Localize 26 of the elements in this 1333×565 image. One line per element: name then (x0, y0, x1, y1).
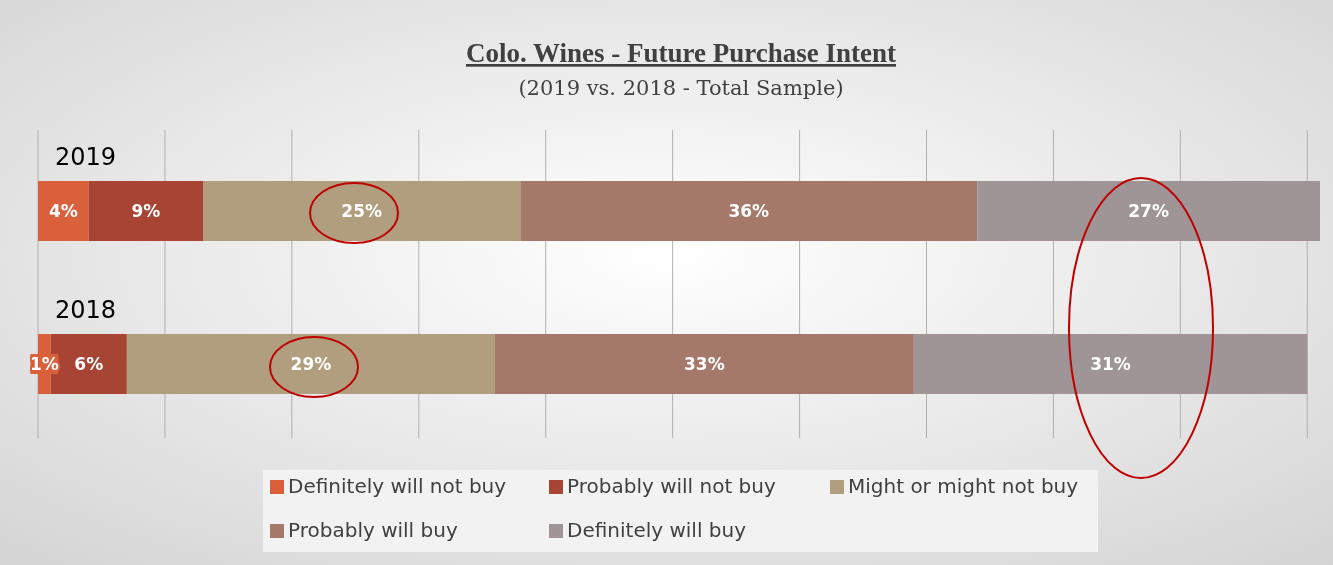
y-tick-label: 2018 (55, 296, 117, 324)
bar (126, 334, 495, 394)
legend-label: Definitely will buy (567, 518, 747, 542)
data-label: 27% (1128, 201, 1169, 221)
data-label: 9% (131, 201, 161, 221)
data-label: 25% (341, 201, 383, 221)
data-label: 36% (728, 201, 770, 221)
legend-label: Probably will buy (288, 518, 458, 542)
data-label: 33% (684, 354, 725, 374)
bar (494, 334, 914, 394)
bar (520, 181, 978, 241)
chart-title: Colo. Wines - Future Purchase Intent (465, 38, 897, 68)
data-label: 4% (48, 201, 78, 221)
bar (913, 334, 1308, 394)
bar (203, 181, 521, 241)
legend-label: Definitely will not buy (288, 474, 507, 498)
data-label: 6% (74, 354, 104, 374)
data-label: 29% (290, 354, 332, 374)
y-tick-label: 2019 (55, 143, 117, 171)
data-label: 31% (1090, 354, 1131, 374)
legend-label: Might or might not buy (848, 474, 1079, 498)
bar (88, 181, 204, 241)
chart-subtitle: (2019 vs. 2018 - Total Sample) (518, 76, 844, 100)
bar (977, 181, 1320, 241)
data-label: 1% (29, 354, 59, 374)
legend-label: Probably will not buy (567, 474, 776, 498)
